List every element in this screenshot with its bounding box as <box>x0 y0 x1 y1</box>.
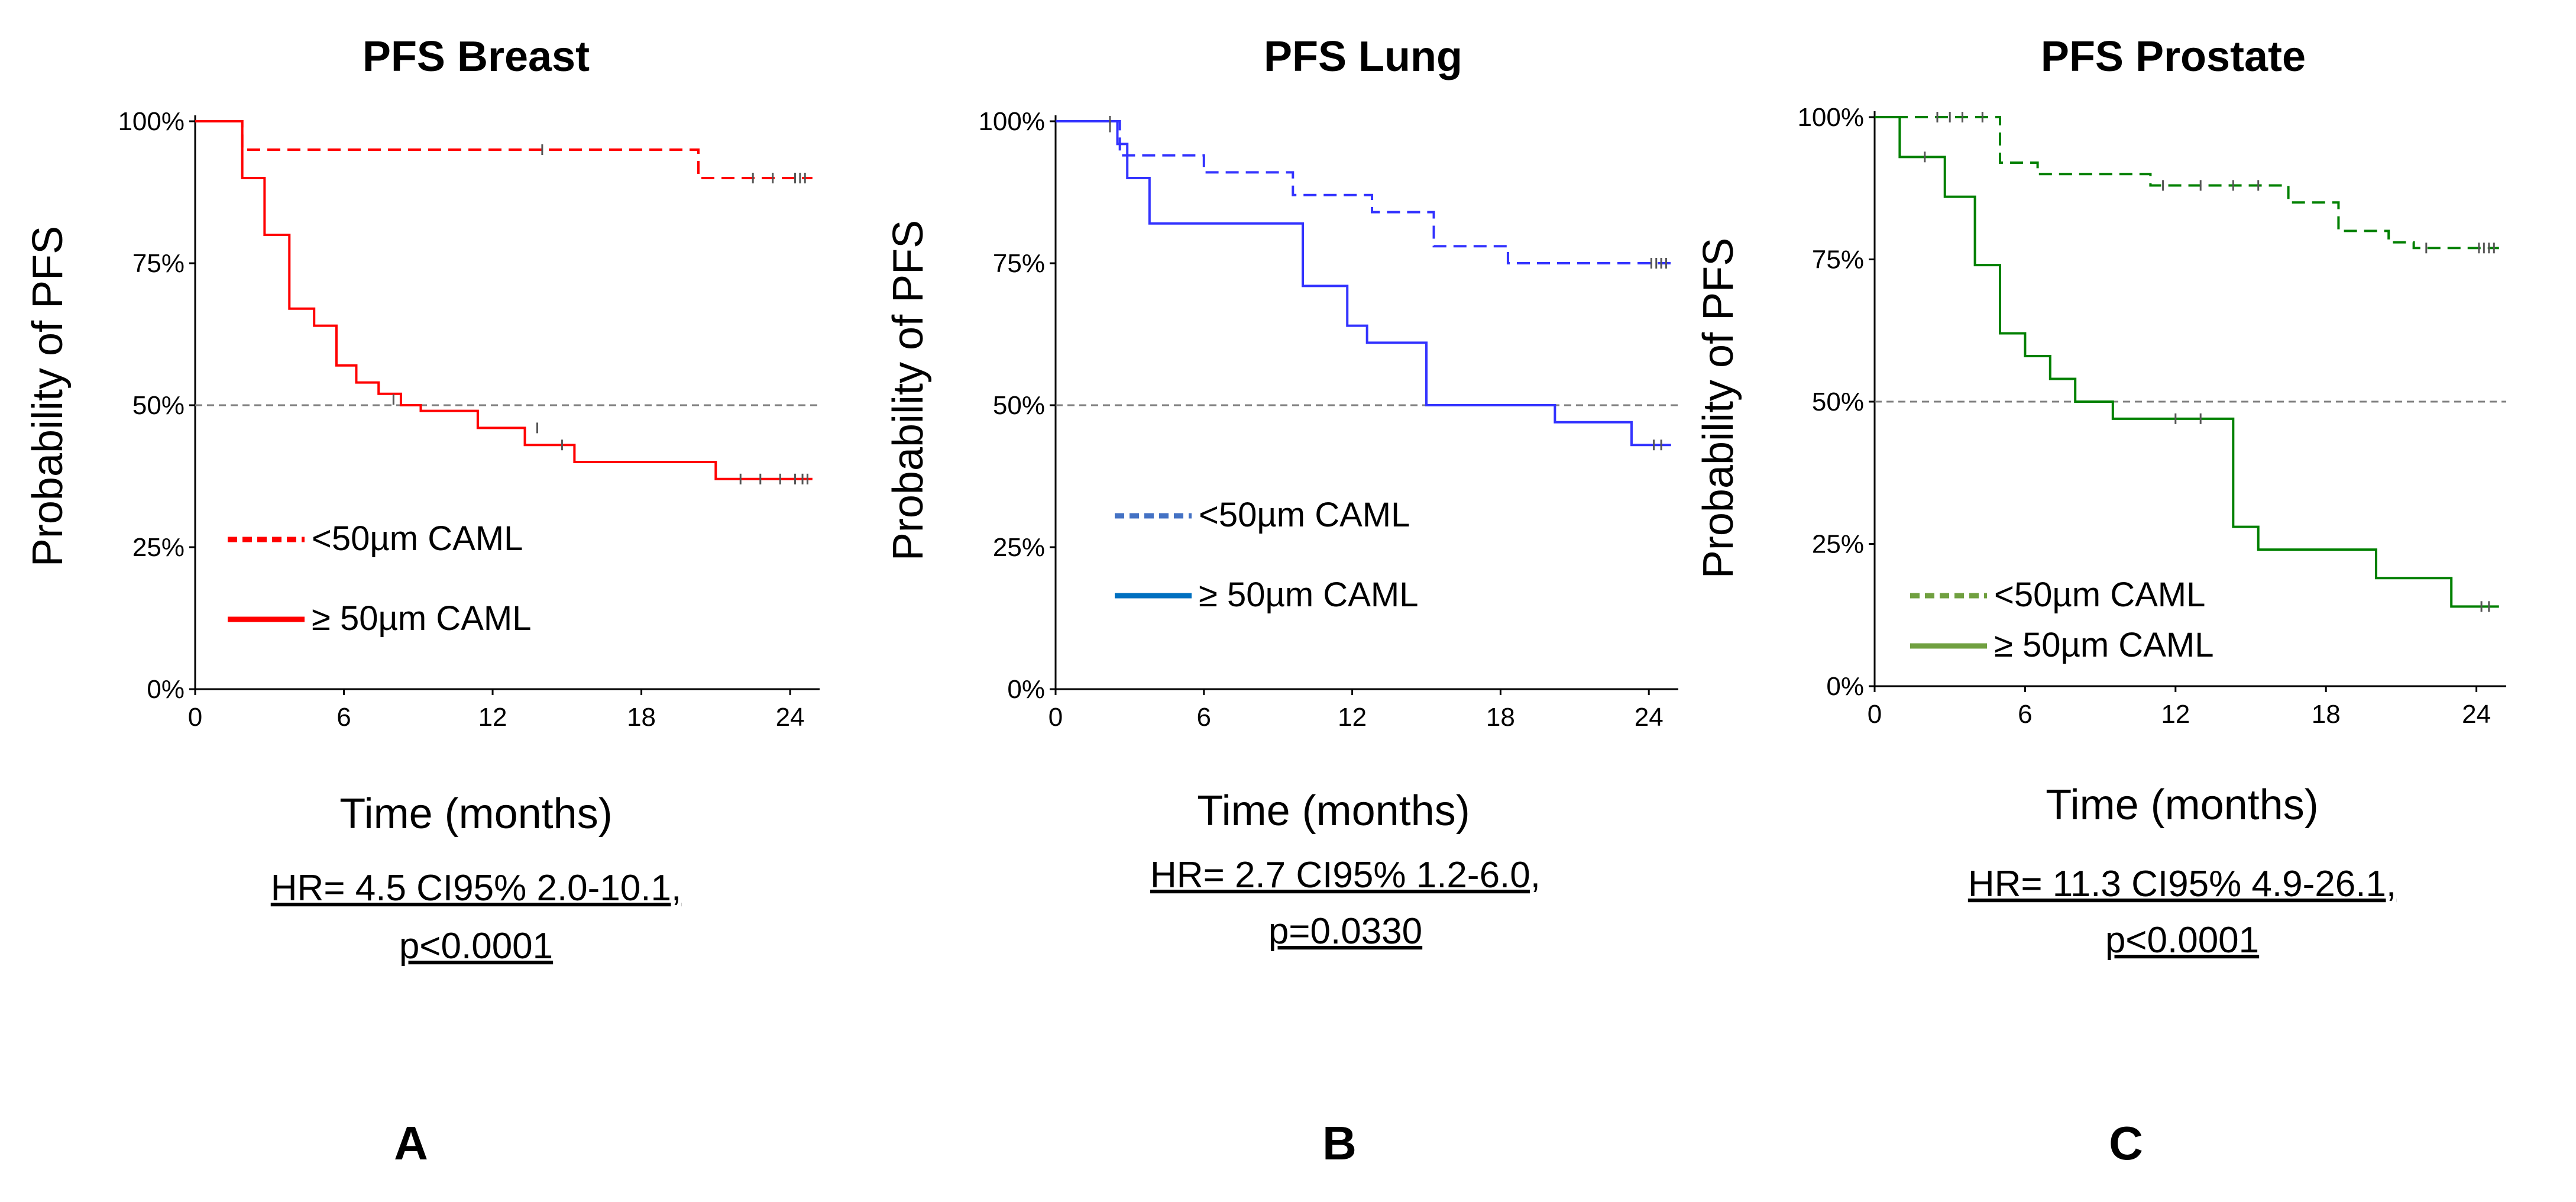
y-tick-label: 100% <box>1797 103 1864 132</box>
hazard-ratio-line-2: p<0.0001 <box>399 926 553 967</box>
x-tick-label: 6 <box>2018 700 2032 729</box>
series-line-under-50 <box>195 120 813 179</box>
x-tick-label: 24 <box>776 703 805 732</box>
panel-letter: C <box>2109 1117 2143 1169</box>
x-tick-label: 24 <box>2462 700 2491 729</box>
hazard-ratio-line-2: p=0.0330 <box>1268 911 1422 952</box>
series-line-over-50 <box>1875 116 2499 608</box>
legend-label-over-50: ≥ 50µm CAML <box>312 599 531 638</box>
y-tick-label: 25% <box>993 533 1045 562</box>
y-axis-label: Probability of PFS <box>24 226 72 567</box>
y-tick-label: 25% <box>1812 530 1864 559</box>
y-tick-label: 0% <box>147 675 185 704</box>
x-tick-label: 18 <box>627 703 656 732</box>
x-tick-label: 6 <box>336 703 351 732</box>
hazard-ratio-line-1: HR= 4.5 CI95% 2.0-10.1, <box>271 868 681 909</box>
y-tick-label: 50% <box>993 391 1045 420</box>
x-tick-label: 18 <box>1486 703 1515 732</box>
y-tick-label: 0% <box>1826 672 1864 701</box>
panel-letter: A <box>394 1117 428 1169</box>
legend-label-under-50: <50µm CAML <box>1199 496 1410 534</box>
x-tick-label: 0 <box>1048 703 1063 732</box>
x-tick-label: 24 <box>1635 703 1664 732</box>
y-axis-label: Probability of PFS <box>1695 238 1742 579</box>
x-axis-label: Time (months) <box>339 790 612 838</box>
y-tick-label: 75% <box>1812 245 1864 274</box>
y-tick-label: 50% <box>1812 387 1864 416</box>
hazard-ratio-line-1: HR= 2.7 CI95% 1.2-6.0, <box>1150 855 1541 896</box>
panel-title: PFS Prostate <box>2041 33 2306 80</box>
x-tick-label: 12 <box>478 703 507 732</box>
y-tick-label: 75% <box>993 249 1045 278</box>
panel-title: PFS Lung <box>1264 33 1462 80</box>
x-tick-label: 12 <box>1338 703 1367 732</box>
x-tick-label: 6 <box>1197 703 1211 732</box>
series-line-under-50 <box>1056 120 1671 264</box>
x-tick-label: 12 <box>2161 700 2190 729</box>
y-tick-label: 100% <box>118 107 185 136</box>
y-axis-label: Probability of PFS <box>885 220 932 561</box>
x-tick-label: 0 <box>188 703 202 732</box>
legend-label-over-50: ≥ 50µm CAML <box>1994 626 2213 664</box>
series-line-under-50 <box>1875 116 2499 250</box>
panel-letter: B <box>1322 1117 1357 1169</box>
panel-title: PFS Breast <box>363 33 590 80</box>
legend-label-over-50: ≥ 50µm CAML <box>1199 576 1418 614</box>
x-tick-label: 0 <box>1868 700 1882 729</box>
panel-c: PFS Prostate Probability of PFS Time (mo… <box>1695 33 2506 1169</box>
hazard-ratio-line-1: HR= 11.3 CI95% 4.9-26.1, <box>1968 864 2396 904</box>
panel-b: PFS Lung Probability of PFS Time (months… <box>885 33 1678 1169</box>
hazard-ratio-line-2: p<0.0001 <box>2105 920 2259 961</box>
y-tick-label: 100% <box>978 107 1045 136</box>
legend-label-under-50: <50µm CAML <box>312 519 523 558</box>
x-tick-label: 18 <box>2312 700 2341 729</box>
panel-a: PFS Breast Probability of PFS Time (mont… <box>24 33 820 1169</box>
y-tick-label: 50% <box>132 391 185 420</box>
series-line-over-50 <box>195 120 813 480</box>
y-tick-label: 0% <box>1007 675 1045 704</box>
legend-label-under-50: <50µm CAML <box>1994 576 2205 614</box>
x-axis-label: Time (months) <box>2046 781 2318 829</box>
x-axis-label: Time (months) <box>1197 787 1470 835</box>
series-line-over-50 <box>1056 120 1671 447</box>
y-tick-label: 25% <box>132 533 185 562</box>
y-tick-label: 75% <box>132 249 185 278</box>
